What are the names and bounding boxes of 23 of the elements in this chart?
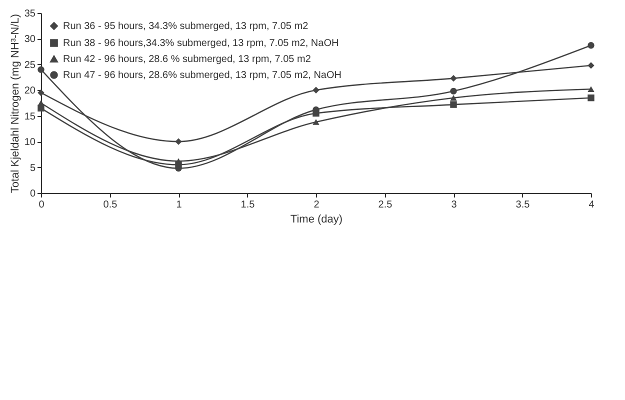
legend-label: Run 47 - 96 hours, 28.6% submerged, 13 rpm, 7.05 m2, NaOH (63, 70, 342, 81)
x-tick-label: 0.5 (103, 200, 118, 210)
y-tick-label: 5 (30, 162, 36, 174)
x-tick-label: 4 (588, 200, 595, 210)
y-tick-label: 20 (24, 86, 36, 97)
legend-label: Run 42 - 96 hours, 28.6 % submerged, 13 rpm, 7.05 m2 (63, 54, 312, 65)
y-tick-label: 10 (24, 137, 36, 148)
y-tick-label: 25 (24, 60, 36, 71)
x-tick-label: 3.5 (516, 200, 530, 210)
y-axis-title: Total Kjeldahl Nitrogen (mg NH³-N/L) (9, 14, 22, 194)
x-tick-label: 0 (38, 200, 45, 210)
x-tick-label: 2.5 (378, 200, 393, 210)
y-tick-label: 35 (24, 8, 36, 20)
x-tick-label: 3 (451, 200, 458, 210)
y-tick-label: 0 (30, 188, 36, 200)
y-tick-label: 15 (24, 111, 36, 122)
x-tick-label: 1 (176, 200, 182, 210)
legend-label: Run 38 - 96 hours,34.3% submerged, 13 rpm, 7.05 m2, NaOH (63, 38, 339, 49)
x-tick-label: 1.5 (240, 200, 256, 210)
x-tick-label: 2 (314, 200, 320, 210)
x-axis-title: Time (day) (290, 214, 343, 226)
y-tick-label: 30 (24, 34, 36, 46)
legend-label: Run 36 - 95 hours, 34.3% submerged, 13 rpm, 7.05 m2 (63, 21, 309, 32)
